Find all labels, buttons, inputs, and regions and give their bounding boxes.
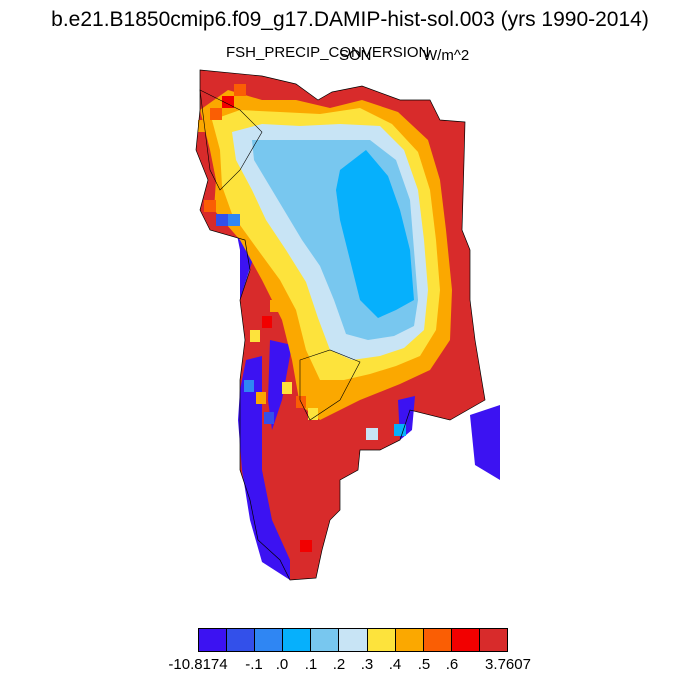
colorbar-tick-label: .2 <box>332 656 346 673</box>
grid-cell <box>262 316 272 328</box>
colorbar-swatch <box>227 629 256 651</box>
grid-cell <box>204 200 216 212</box>
colorbar-tick-label: .0 <box>275 656 289 673</box>
season-label: SON <box>339 47 372 64</box>
grid-cell <box>234 84 246 96</box>
colorbar-tick-label: -.1 <box>245 656 263 673</box>
plot-title: b.e21.B1850cmip6.f09_g17.DAMIP-hist-sol.… <box>51 8 649 31</box>
coastline <box>199 89 263 191</box>
colorbar-tick-label: .1 <box>304 656 318 673</box>
colorbar-tick-label: .3 <box>360 656 374 673</box>
grid-cell <box>270 300 280 312</box>
grid-cell <box>210 108 222 120</box>
colorbar-tick-label: .4 <box>388 656 402 673</box>
grid-cell <box>244 380 254 392</box>
colorbar-swatch <box>199 629 228 651</box>
grid-cell <box>264 412 274 424</box>
grid-cell <box>256 392 266 404</box>
colorbar-swatch <box>367 629 396 651</box>
land-blue-strip <box>238 356 290 580</box>
coastline <box>299 349 361 421</box>
colorbar <box>198 628 508 652</box>
colorbar-tick-label: 3.7607 <box>485 656 531 673</box>
grid-cell <box>394 424 406 436</box>
units-label: W/m^2 <box>423 47 470 64</box>
colorbar-tick-label: .6 <box>445 656 459 673</box>
grid-cell <box>198 120 210 132</box>
colorbar-swatch <box>423 629 452 651</box>
colorbar-swatch <box>479 629 508 651</box>
grid-cell <box>366 428 378 440</box>
colorbar-swatch <box>311 629 340 651</box>
variable-label: FSH_PRECIP_CONVERSION <box>226 44 430 61</box>
grid-cell <box>228 214 240 226</box>
island-east <box>470 405 500 480</box>
colorbar-swatch <box>339 629 368 651</box>
grid-cell <box>216 214 228 226</box>
colorbar-swatch <box>283 629 312 651</box>
colorbar-swatch <box>255 629 284 651</box>
colorbar-swatch <box>395 629 424 651</box>
grid-cell <box>222 96 234 108</box>
colorbar-tick-label: .5 <box>417 656 431 673</box>
grid-cell <box>308 408 318 420</box>
grid-cell <box>282 382 292 394</box>
zone-center <box>336 150 414 318</box>
land-blue-strip <box>268 340 292 430</box>
grid-cell <box>300 540 312 552</box>
colorbar-swatch <box>451 629 480 651</box>
colorbar-tick-label: -10.8174 <box>168 656 228 673</box>
grid-cell <box>250 330 260 342</box>
coastline <box>195 69 486 581</box>
